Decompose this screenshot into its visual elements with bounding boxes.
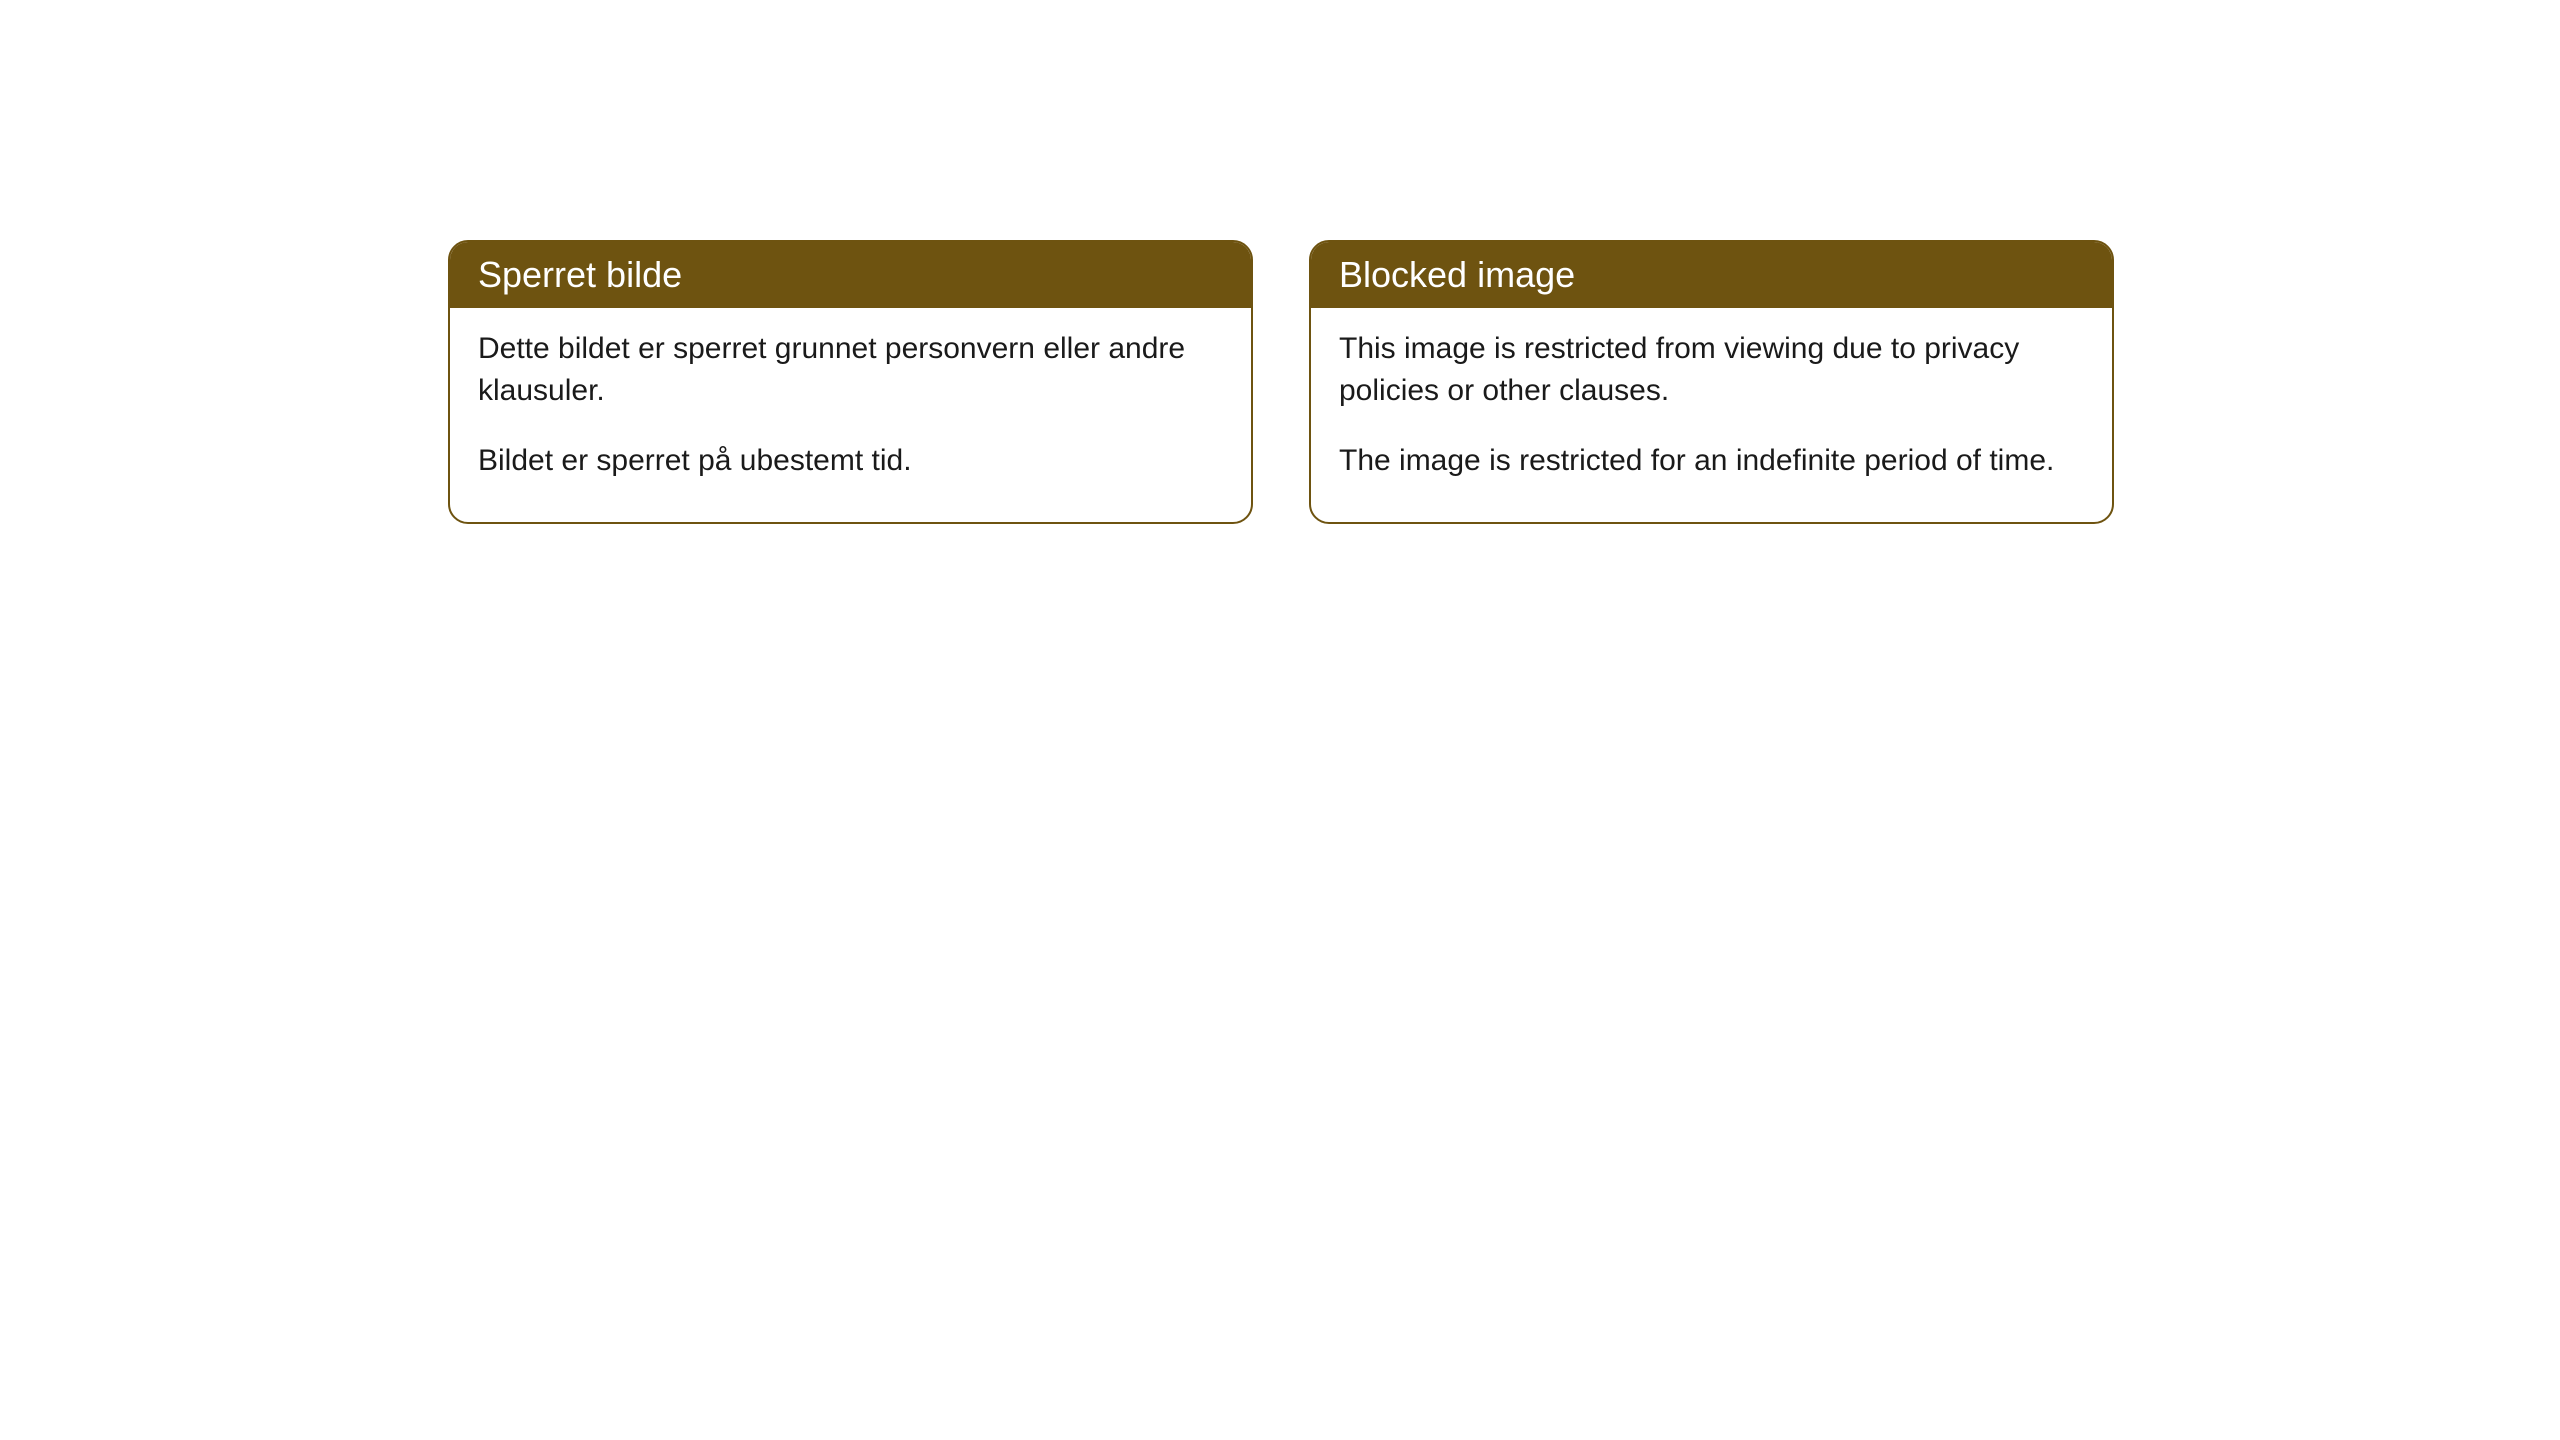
notice-card-norwegian: Sperret bilde Dette bildet er sperret gr… bbox=[448, 240, 1253, 524]
notice-container: Sperret bilde Dette bildet er sperret gr… bbox=[448, 240, 2114, 524]
card-header-norwegian: Sperret bilde bbox=[450, 242, 1251, 308]
card-body-english: This image is restricted from viewing du… bbox=[1311, 308, 2112, 522]
card-body-norwegian: Dette bildet er sperret grunnet personve… bbox=[450, 308, 1251, 522]
card-title: Sperret bilde bbox=[478, 254, 682, 295]
card-header-english: Blocked image bbox=[1311, 242, 2112, 308]
card-title: Blocked image bbox=[1339, 254, 1575, 295]
card-paragraph: Dette bildet er sperret grunnet personve… bbox=[478, 328, 1223, 412]
notice-card-english: Blocked image This image is restricted f… bbox=[1309, 240, 2114, 524]
card-paragraph: The image is restricted for an indefinit… bbox=[1339, 440, 2084, 482]
card-paragraph: Bildet er sperret på ubestemt tid. bbox=[478, 440, 1223, 482]
card-paragraph: This image is restricted from viewing du… bbox=[1339, 328, 2084, 412]
